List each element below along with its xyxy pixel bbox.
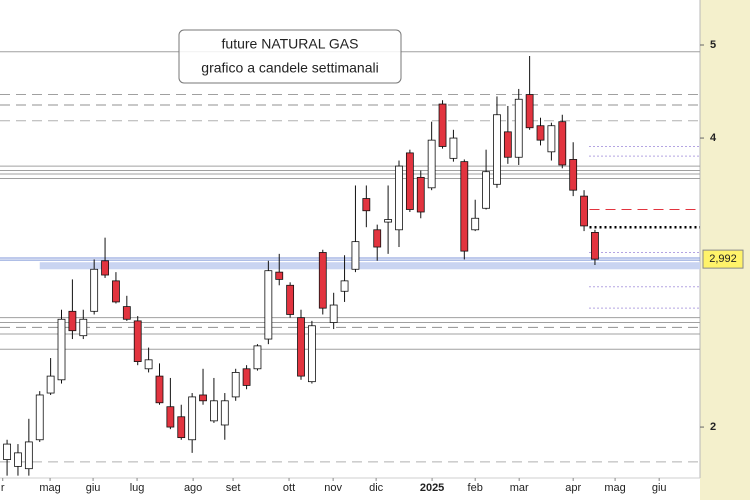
x-tick-label: giu <box>652 482 667 494</box>
candle-body <box>340 280 349 292</box>
chart-title: future NATURAL GAS <box>222 36 359 52</box>
x-tick-label: giu <box>86 482 101 494</box>
y-tick-label: 5 <box>710 39 716 51</box>
candle-body <box>3 443 11 460</box>
candle-body <box>275 271 284 280</box>
candle-body <box>525 94 534 129</box>
candle-body <box>547 125 556 153</box>
candle-body <box>569 159 578 191</box>
candle-body <box>79 318 88 337</box>
x-tick-label: mag <box>604 482 625 494</box>
candle-body <box>231 372 240 398</box>
x-tick-label: lug <box>130 482 145 494</box>
x-tick-label: mar <box>510 482 529 494</box>
candle-body <box>166 406 175 428</box>
candle-body <box>482 171 490 209</box>
candle-body <box>220 400 229 426</box>
candle-body <box>210 400 218 422</box>
candle-body <box>471 217 480 231</box>
candle-body <box>122 306 131 320</box>
candle-body <box>286 284 295 315</box>
candle-body <box>362 198 371 212</box>
support-band <box>39 262 701 270</box>
x-tick-label: feb <box>468 482 483 494</box>
candle-body <box>57 318 66 381</box>
candle-body <box>427 139 436 189</box>
candle-body <box>90 268 99 312</box>
x-tick-label: 2025 <box>420 482 444 494</box>
candle-body <box>264 270 273 340</box>
y-tick-label: 4 <box>710 132 717 144</box>
candle-body <box>503 131 512 158</box>
candle-body <box>242 368 251 386</box>
chart-subtitle: grafico a candele settimanali <box>201 60 378 76</box>
x-tick-label: ott <box>283 482 295 494</box>
x-tick-label: ago <box>184 482 202 494</box>
candle-body <box>558 121 567 166</box>
x-tick-label: r <box>1 482 5 494</box>
candle-body <box>384 219 393 223</box>
candle-body <box>101 260 109 276</box>
candle-body <box>329 304 338 323</box>
x-tick-label: mag <box>39 482 60 494</box>
candle-body <box>514 98 523 158</box>
candle-body <box>133 320 142 362</box>
candle-body <box>253 345 262 370</box>
candle-body <box>318 252 327 309</box>
x-tick-label: set <box>226 482 241 494</box>
candle-body <box>351 241 360 270</box>
candle-body <box>14 452 22 467</box>
candle-body <box>438 103 447 147</box>
candle-body <box>307 325 316 383</box>
last-price-label: 2,992 <box>709 253 737 265</box>
candle-body <box>460 161 469 252</box>
candle-body <box>46 375 55 394</box>
candle-body <box>155 375 164 404</box>
candle-body <box>297 317 305 377</box>
candle-body <box>405 152 414 210</box>
x-tick-label: nov <box>324 482 342 494</box>
candle-body <box>144 359 153 370</box>
candle-body <box>68 310 77 332</box>
candle-body <box>493 114 501 185</box>
candle-body <box>188 396 197 441</box>
candle-body <box>373 229 382 248</box>
x-tick-label: apr <box>565 482 581 494</box>
x-tick-label: dic <box>369 482 384 494</box>
candle-body <box>35 394 44 441</box>
candle-body <box>199 394 207 402</box>
candle-body <box>536 125 545 141</box>
y-tick-label: 2 <box>710 421 716 433</box>
candle-body <box>416 176 425 213</box>
candle-body <box>112 280 120 303</box>
candle-body <box>395 165 403 231</box>
candle-body <box>591 231 599 260</box>
candle-body <box>24 441 33 470</box>
last-price-box <box>702 249 744 269</box>
candle-body <box>177 416 186 439</box>
candle-body <box>580 195 588 227</box>
title-box <box>178 29 402 84</box>
candle-body <box>449 137 458 159</box>
